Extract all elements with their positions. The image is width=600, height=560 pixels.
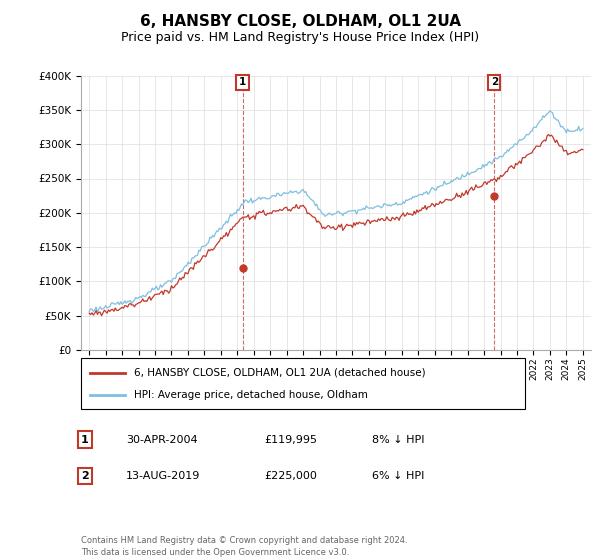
Text: £225,000: £225,000 xyxy=(264,471,317,481)
Text: 6, HANSBY CLOSE, OLDHAM, OL1 2UA: 6, HANSBY CLOSE, OLDHAM, OL1 2UA xyxy=(139,14,461,29)
Text: Contains HM Land Registry data © Crown copyright and database right 2024.
This d: Contains HM Land Registry data © Crown c… xyxy=(81,536,407,557)
Text: 13-AUG-2019: 13-AUG-2019 xyxy=(126,471,200,481)
Text: HPI: Average price, detached house, Oldham: HPI: Average price, detached house, Oldh… xyxy=(134,390,368,400)
Text: 6% ↓ HPI: 6% ↓ HPI xyxy=(372,471,424,481)
Text: 1: 1 xyxy=(239,77,247,87)
FancyBboxPatch shape xyxy=(81,358,525,409)
Text: £119,995: £119,995 xyxy=(264,435,317,445)
Text: 6, HANSBY CLOSE, OLDHAM, OL1 2UA (detached house): 6, HANSBY CLOSE, OLDHAM, OL1 2UA (detach… xyxy=(134,367,426,377)
Text: Price paid vs. HM Land Registry's House Price Index (HPI): Price paid vs. HM Land Registry's House … xyxy=(121,31,479,44)
Text: 1: 1 xyxy=(81,435,89,445)
Text: 8% ↓ HPI: 8% ↓ HPI xyxy=(372,435,425,445)
Text: 2: 2 xyxy=(491,77,498,87)
Text: 30-APR-2004: 30-APR-2004 xyxy=(126,435,197,445)
Text: 2: 2 xyxy=(81,471,89,481)
